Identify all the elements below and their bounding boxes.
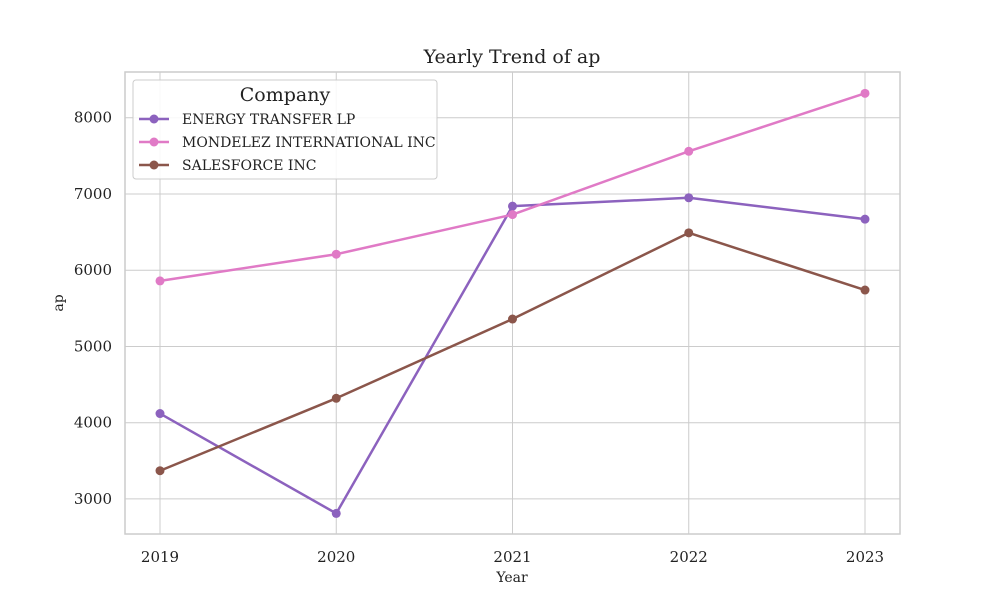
data-point (508, 201, 517, 211)
y-tick-label: 4000 (74, 414, 112, 432)
data-point (684, 193, 694, 203)
data-point (155, 409, 165, 419)
y-tick-label: 7000 (74, 185, 112, 203)
x-tick-label: 2019 (141, 548, 179, 566)
x-tick-label: 2020 (317, 548, 355, 566)
data-point (155, 466, 165, 476)
y-tick-label: 5000 (74, 337, 112, 355)
y-tick-label: 8000 (74, 109, 112, 127)
data-point (508, 210, 517, 220)
data-point (331, 249, 341, 259)
series-energy-transfer-lp (155, 193, 870, 518)
x-tick-label: 2022 (670, 548, 708, 566)
data-point (684, 146, 694, 156)
chart-title: Yearly Trend of ap (423, 46, 601, 68)
axis-ticks: 2019 2020 2021 2022 2023 3000 4000 5000 6000 7000… (74, 109, 884, 566)
data-point (860, 285, 870, 295)
legend-entry: ENERGY TRANSFER LP (139, 112, 355, 128)
plot-frame (124, 71, 901, 535)
legend-label: MONDELEZ INTERNATIONAL INC (182, 135, 436, 151)
legend-entry: SALESFORCE INC (139, 158, 316, 174)
legend-label: ENERGY TRANSFER LP (182, 112, 355, 128)
data-point (331, 508, 341, 518)
x-axis-label: Year (495, 570, 528, 586)
data-point (508, 314, 517, 324)
legend-marker (149, 114, 159, 124)
data-point (155, 276, 165, 286)
legend-entry: MONDELEZ INTERNATIONAL INC (139, 135, 436, 151)
y-tick-label: 6000 (74, 261, 112, 279)
legend-entries: ENERGY TRANSFER LP MONDELEZ INTERNATIONAL… (139, 112, 436, 174)
data-point (860, 88, 870, 98)
series-mondelez-international-inc (155, 88, 870, 286)
legend-marker (149, 160, 159, 170)
y-axis-label: ap (51, 294, 67, 311)
legend-box (132, 79, 438, 180)
data-point (860, 214, 870, 224)
x-tick-label: 2023 (846, 548, 884, 566)
data-point (684, 228, 694, 238)
legend: Company ENERGY TRANSFER LP MONDELEZ INTER… (132, 79, 438, 180)
y-tick-label: 3000 (74, 490, 112, 508)
legend-label: SALESFORCE INC (182, 158, 316, 174)
legend-title: Company (240, 84, 331, 106)
series-group (155, 88, 870, 518)
x-tick-label: 2021 (493, 548, 531, 566)
series-salesforce-inc (155, 228, 870, 476)
data-point (331, 393, 341, 403)
legend-marker (149, 137, 159, 147)
